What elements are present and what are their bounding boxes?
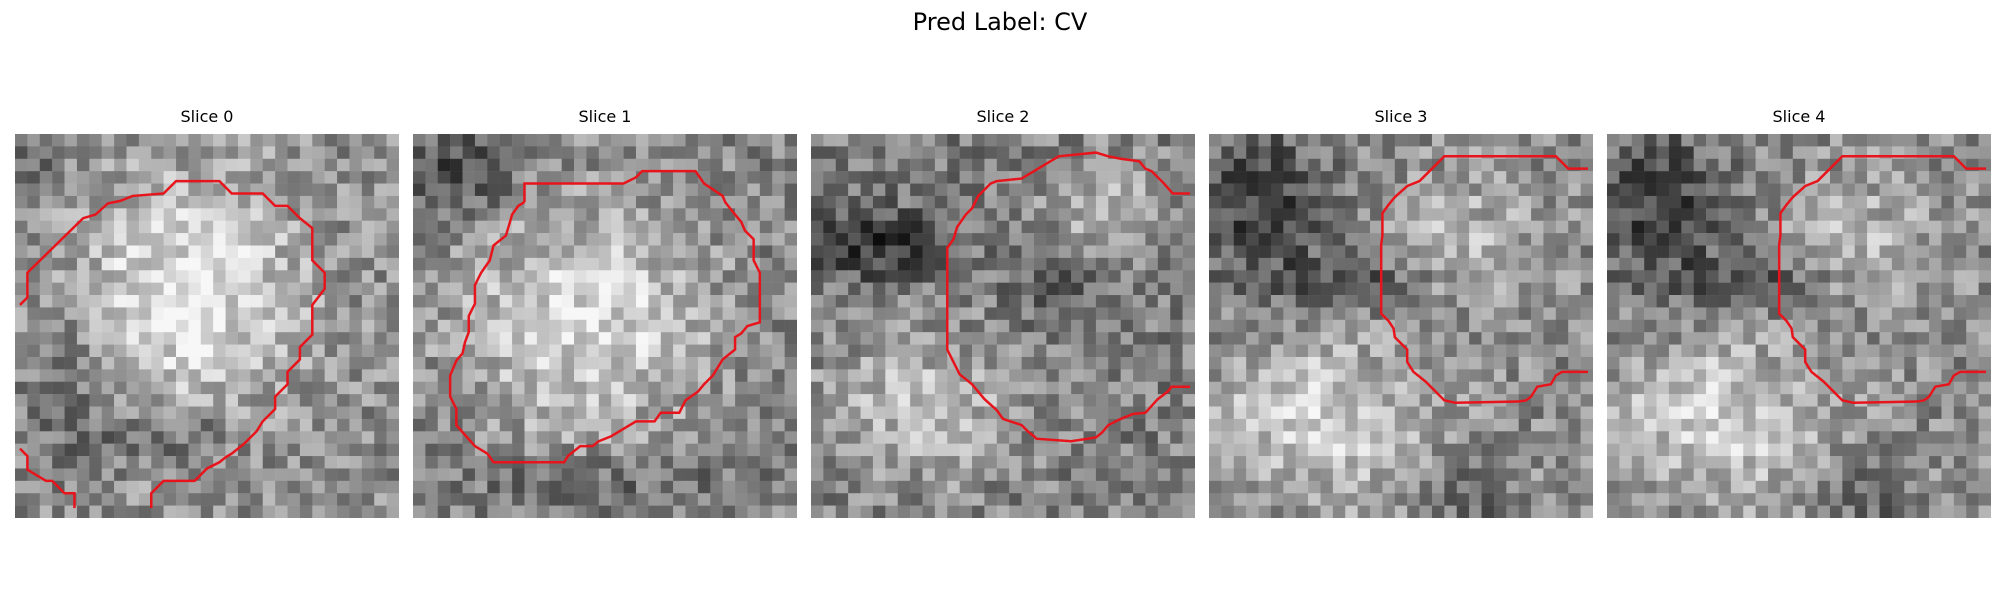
grayscale-pixels <box>811 134 1195 518</box>
slice-panel-1: Slice 1 <box>413 106 797 518</box>
slice-image-0 <box>15 134 399 518</box>
slice-title-1: Slice 1 <box>578 107 632 126</box>
segmentation-contour <box>1381 156 1588 403</box>
slice-panel-2: Slice 2 <box>811 106 1195 518</box>
slice-title-4: Slice 4 <box>1772 107 1826 126</box>
slice-title-0: Slice 0 <box>180 107 234 126</box>
slice-title-3: Slice 3 <box>1374 107 1428 126</box>
grayscale-pixels <box>1209 134 1593 518</box>
grayscale-pixels <box>15 134 399 518</box>
slice-panel-0: Slice 0 <box>15 106 399 518</box>
segmentation-contour <box>450 171 760 462</box>
grayscale-pixels <box>413 134 797 518</box>
slice-image-3 <box>1209 134 1593 518</box>
figure-title: Pred Label: CV <box>912 8 1088 36</box>
slice-image-1 <box>413 134 797 518</box>
slice-image-4 <box>1607 134 1991 518</box>
segmentation-contour-edge <box>20 449 75 508</box>
segmentation-contour <box>1779 156 1986 403</box>
segmentation-contour <box>20 181 325 508</box>
segmentation-contour <box>947 153 1190 442</box>
slice-title-2: Slice 2 <box>976 107 1030 126</box>
slice-image-2 <box>811 134 1195 518</box>
slice-panel-3: Slice 3 <box>1209 106 1593 518</box>
slice-panel-4: Slice 4 <box>1607 106 1991 518</box>
